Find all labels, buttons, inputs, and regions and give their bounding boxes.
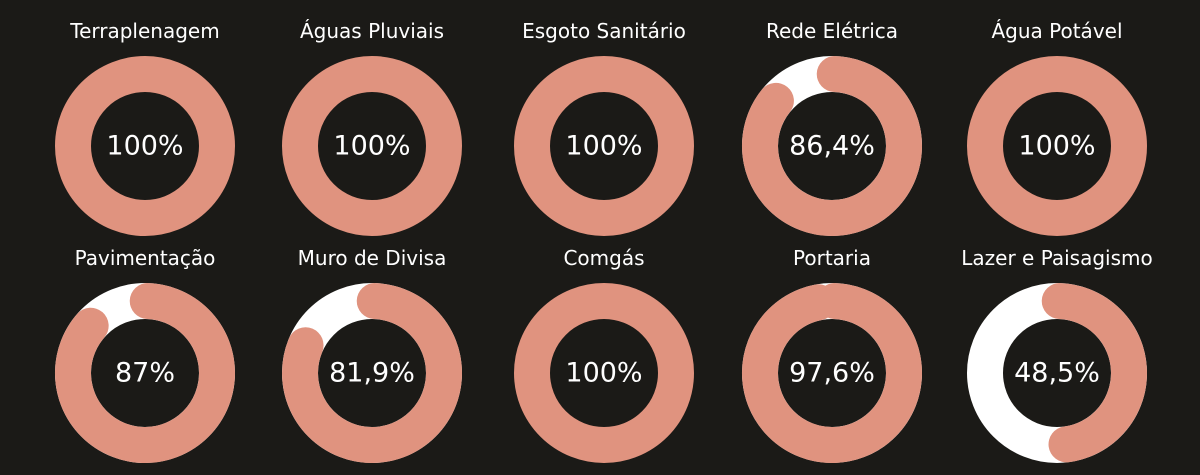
donut-chart: Terraplenagem 100% — [32, 18, 258, 244]
chart-title: Água Potável — [991, 19, 1123, 43]
chart-title: Águas Pluviais — [299, 19, 444, 43]
donut-chart: Esgoto Sanitário 100% — [491, 18, 717, 244]
chart-title: Portaria — [793, 246, 871, 270]
chart-title: Terraplenagem — [70, 19, 220, 43]
percent-label: 100% — [333, 131, 410, 162]
percent-label: 100% — [106, 131, 183, 162]
chart-title: Rede Elétrica — [765, 19, 899, 43]
percent-label: 100% — [565, 131, 642, 162]
donut-svg: 87% — [55, 283, 235, 463]
percent-label: 100% — [565, 358, 642, 389]
percent-label: 86,4% — [789, 131, 875, 162]
progress-arc — [742, 283, 922, 463]
progress-arc — [967, 56, 1147, 236]
donut-svg: 100% — [514, 56, 694, 236]
progress-arc — [282, 283, 462, 463]
donut-svg: 100% — [282, 56, 462, 236]
donut-chart: Comgás 100% — [491, 245, 717, 471]
chart-title: Muro de Divisa — [297, 246, 447, 270]
donut-svg: 81,9% — [282, 283, 462, 463]
chart-title: Pavimentação — [74, 246, 216, 270]
donut-svg: 100% — [514, 283, 694, 463]
chart-title: Lazer e Paisagismo — [961, 246, 1153, 270]
progress-arc — [1041, 283, 1147, 463]
progress-arc — [55, 56, 235, 236]
donut-chart: Pavimentação 87% — [32, 245, 258, 471]
donut-chart: Rede Elétrica 86,4% — [719, 18, 945, 244]
donut-chart: Águas Pluviais 100% — [259, 18, 485, 244]
chart-title: Esgoto Sanitário — [522, 19, 686, 43]
progress-arc — [742, 56, 922, 236]
donut-svg: 97,6% — [742, 283, 922, 463]
progress-arc — [55, 283, 235, 463]
donut-svg: 100% — [967, 56, 1147, 236]
progress-arc — [514, 283, 694, 463]
donut-chart: Portaria 97,6% — [719, 245, 945, 471]
percent-label: 48,5% — [1014, 358, 1100, 389]
donut-svg: 100% — [55, 56, 235, 236]
percent-label: 81,9% — [329, 358, 415, 389]
percent-label: 97,6% — [789, 358, 875, 389]
donut-chart: Lazer e Paisagismo 48,5% — [944, 245, 1170, 471]
progress-arc — [282, 56, 462, 236]
donut-chart: Muro de Divisa 81,9% — [259, 245, 485, 471]
percent-label: 100% — [1018, 131, 1095, 162]
donut-svg: 86,4% — [742, 56, 922, 236]
progress-arc — [514, 56, 694, 236]
percent-label: 87% — [115, 358, 175, 389]
donut-svg: 48,5% — [967, 283, 1147, 463]
donut-chart: Água Potável 100% — [944, 18, 1170, 244]
chart-title: Comgás — [563, 246, 645, 270]
